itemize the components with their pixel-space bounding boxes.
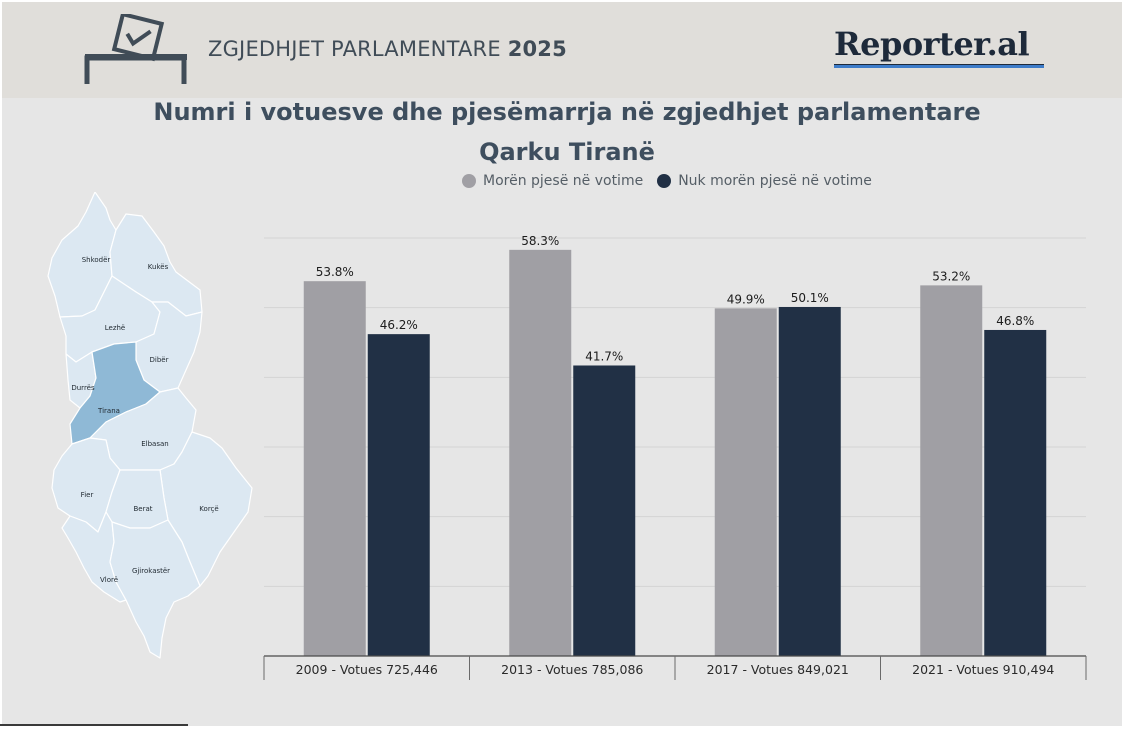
data-label: 53.8% [316,265,354,279]
bar-not-participated [573,365,636,656]
bar-not-participated [367,334,430,656]
x-tick-label: 2013 - Votues 785,086 [501,662,643,677]
data-label: 46.8% [996,314,1034,328]
map-label-diber: Dibër [150,356,169,364]
map-label-fier: Fier [81,491,94,499]
legend-swatch-not-participated [657,174,672,188]
data-label: 50.1% [791,291,829,305]
chart-title: Numri i votuesve dhe pjesëmarrja në zgje… [153,98,981,126]
data-label: 53.2% [932,269,970,283]
x-tick-label: 2021 - Votues 910,494 [912,662,1054,677]
map-label-gjirokaster: Gjirokastër [132,567,170,575]
legend-label-participated: Morën pjesë në votime [483,173,644,189]
brand-underline [834,64,1044,68]
data-label: 58.3% [521,234,559,248]
chart-legend: Morën pjesë në votime Nuk morën pjesë në… [462,170,886,192]
x-tick-label: 2017 - Votues 849,021 [707,662,849,677]
map-label-tirana: Tirana [97,407,120,415]
bar-not-participated [778,306,841,656]
map-label-lezhe: Lezhë [105,324,126,332]
data-label: 41.7% [585,349,623,363]
header-banner: ZGJEDHJET PARLAMENTARE 2025 Reporter.al [2,2,1122,98]
map-label-shkoder: Shkodër [82,256,111,264]
map-label-kukes: Kukës [148,263,169,271]
legend-item-not-participated: Nuk morën pjesë në votime [657,173,872,189]
x-tick-label: 2009 - Votues 725,446 [296,662,438,677]
footer-rule [0,724,188,726]
header-title-text: ZGJEDHJET PARLAMENTARE [208,37,501,61]
data-label: 49.9% [727,292,765,306]
bar-participated [303,281,366,656]
header-year: 2025 [507,37,567,61]
bar-participated [920,285,983,656]
map-region-gjirokaster [109,519,201,659]
header-title: ZGJEDHJET PARLAMENTARE 2025 [208,37,567,61]
map-label-elbasan: Elbasan [141,440,168,448]
legend-label-not-participated: Nuk morën pjesë në votime [678,173,872,189]
legend-swatch-participated [462,174,476,188]
ballot-box-icon [84,14,187,84]
map-label-durres: Durrës [71,384,95,392]
map-label-berat: Berat [133,505,152,513]
legend-item-participated: Morën pjesë në votime [462,173,643,189]
bar-participated [714,308,777,656]
map-region-korce [159,431,253,587]
chart-subtitle: Qarku Tiranë [479,138,655,166]
map-label-vlore: Vlorë [100,576,118,584]
albania-map: Shkodër Kukës Lezhë Dibër Durrës Tirana … [47,192,253,659]
brand-logo[interactable]: Reporter.al [834,25,1030,63]
bar-not-participated [984,329,1047,656]
map-label-korce: Korçë [199,505,218,513]
data-label: 46.2% [380,318,418,332]
bar-participated [509,249,572,657]
